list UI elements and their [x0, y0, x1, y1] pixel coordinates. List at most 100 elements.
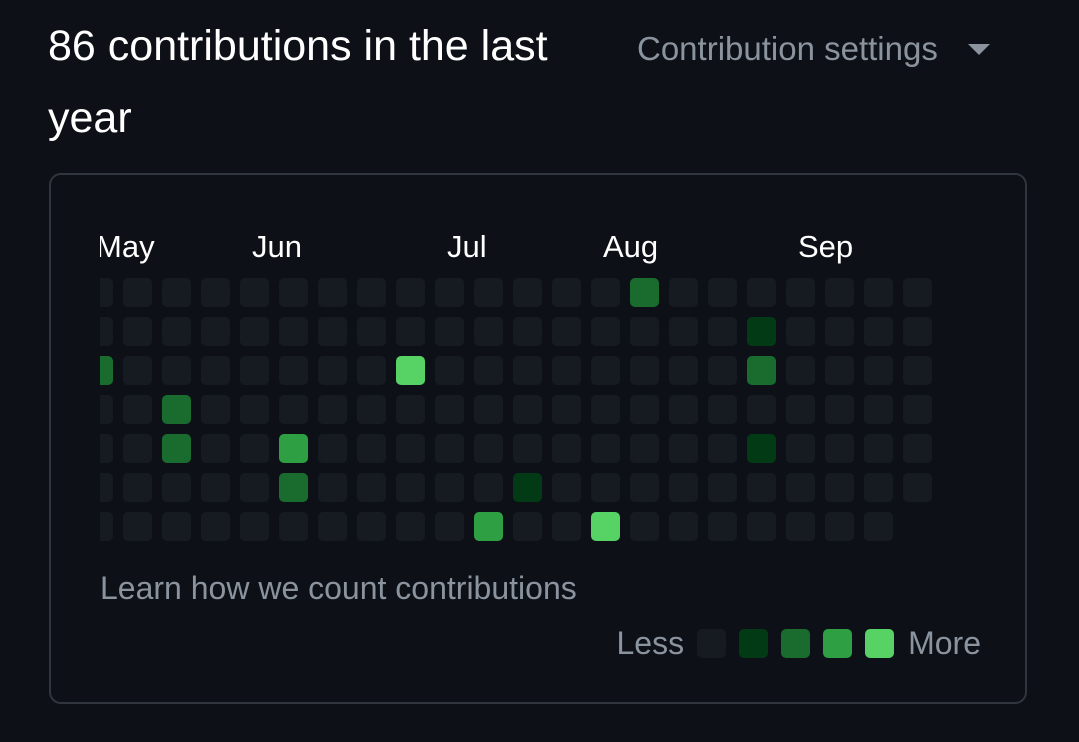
contribution-day-cell[interactable]	[318, 356, 347, 385]
contribution-day-cell[interactable]	[825, 278, 854, 307]
contribution-day-cell[interactable]	[201, 434, 230, 463]
contribution-day-cell[interactable]	[100, 512, 113, 541]
contribution-day-cell[interactable]	[630, 278, 659, 307]
contribution-day-cell[interactable]	[318, 473, 347, 502]
contribution-day-cell[interactable]	[100, 434, 113, 463]
contribution-day-cell[interactable]	[357, 278, 386, 307]
contribution-day-cell[interactable]	[552, 278, 581, 307]
contribution-day-cell[interactable]	[396, 512, 425, 541]
contribution-day-cell[interactable]	[201, 278, 230, 307]
contribution-day-cell[interactable]	[669, 356, 698, 385]
contribution-day-cell[interactable]	[669, 278, 698, 307]
contribution-day-cell[interactable]	[786, 317, 815, 346]
contribution-day-cell[interactable]	[708, 356, 737, 385]
contribution-day-cell[interactable]	[357, 512, 386, 541]
contribution-day-cell[interactable]	[513, 356, 542, 385]
contribution-day-cell[interactable]	[513, 278, 542, 307]
contribution-day-cell[interactable]	[396, 278, 425, 307]
contribution-day-cell[interactable]	[201, 512, 230, 541]
contribution-day-cell[interactable]	[903, 317, 932, 346]
contribution-day-cell[interactable]	[903, 395, 932, 424]
contribution-day-cell[interactable]	[825, 473, 854, 502]
contribution-day-cell[interactable]	[903, 434, 932, 463]
contribution-day-cell[interactable]	[279, 473, 308, 502]
contribution-day-cell[interactable]	[435, 356, 464, 385]
contribution-settings-dropdown[interactable]: Contribution settings	[637, 24, 990, 74]
contribution-day-cell[interactable]	[786, 512, 815, 541]
contribution-day-cell[interactable]	[903, 278, 932, 307]
contribution-day-cell[interactable]	[318, 395, 347, 424]
contribution-day-cell[interactable]	[630, 395, 659, 424]
contribution-day-cell[interactable]	[162, 512, 191, 541]
contribution-day-cell[interactable]	[825, 395, 854, 424]
contribution-day-cell[interactable]	[747, 356, 776, 385]
contribution-day-cell[interactable]	[903, 473, 932, 502]
contribution-day-cell[interactable]	[123, 317, 152, 346]
contribution-day-cell[interactable]	[591, 434, 620, 463]
contribution-day-cell[interactable]	[396, 395, 425, 424]
contribution-day-cell[interactable]	[708, 434, 737, 463]
contribution-day-cell[interactable]	[513, 512, 542, 541]
contribution-day-cell[interactable]	[396, 317, 425, 346]
contribution-day-cell[interactable]	[864, 395, 893, 424]
contribution-day-cell[interactable]	[552, 395, 581, 424]
contribution-day-cell[interactable]	[123, 356, 152, 385]
contribution-day-cell[interactable]	[279, 278, 308, 307]
contribution-day-cell[interactable]	[552, 512, 581, 541]
contribution-day-cell[interactable]	[435, 317, 464, 346]
contribution-day-cell[interactable]	[123, 434, 152, 463]
contribution-day-cell[interactable]	[864, 434, 893, 463]
contribution-day-cell[interactable]	[357, 317, 386, 346]
contribution-day-cell[interactable]	[552, 356, 581, 385]
contribution-day-cell[interactable]	[474, 395, 503, 424]
contribution-day-cell[interactable]	[747, 512, 776, 541]
contribution-day-cell[interactable]	[591, 395, 620, 424]
contribution-day-cell[interactable]	[786, 434, 815, 463]
contribution-day-cell[interactable]	[786, 356, 815, 385]
contribution-day-cell[interactable]	[630, 473, 659, 502]
contribution-day-cell[interactable]	[318, 278, 347, 307]
contribution-day-cell[interactable]	[513, 395, 542, 424]
contribution-day-cell[interactable]	[100, 395, 113, 424]
contribution-day-cell[interactable]	[591, 473, 620, 502]
contribution-day-cell[interactable]	[825, 512, 854, 541]
contribution-day-cell[interactable]	[435, 395, 464, 424]
contribution-day-cell[interactable]	[123, 473, 152, 502]
contribution-day-cell[interactable]	[279, 356, 308, 385]
contribution-day-cell[interactable]	[708, 473, 737, 502]
contribution-day-cell[interactable]	[708, 317, 737, 346]
contribution-day-cell[interactable]	[825, 317, 854, 346]
contribution-day-cell[interactable]	[357, 356, 386, 385]
contribution-day-cell[interactable]	[279, 395, 308, 424]
contribution-day-cell[interactable]	[864, 356, 893, 385]
contribution-day-cell[interactable]	[357, 473, 386, 502]
contribution-day-cell[interactable]	[201, 395, 230, 424]
contribution-day-cell[interactable]	[357, 434, 386, 463]
contribution-day-cell[interactable]	[513, 434, 542, 463]
contribution-day-cell[interactable]	[708, 278, 737, 307]
contribution-day-cell[interactable]	[100, 278, 113, 307]
contribution-day-cell[interactable]	[552, 473, 581, 502]
contribution-day-cell[interactable]	[747, 317, 776, 346]
contribution-day-cell[interactable]	[123, 278, 152, 307]
contribution-day-cell[interactable]	[162, 317, 191, 346]
contribution-day-cell[interactable]	[318, 317, 347, 346]
contribution-day-cell[interactable]	[435, 434, 464, 463]
contribution-day-cell[interactable]	[162, 434, 191, 463]
contribution-day-cell[interactable]	[864, 512, 893, 541]
contribution-day-cell[interactable]	[474, 278, 503, 307]
contribution-day-cell[interactable]	[591, 356, 620, 385]
contribution-day-cell[interactable]	[100, 356, 113, 385]
contribution-day-cell[interactable]	[474, 434, 503, 463]
contribution-day-cell[interactable]	[708, 395, 737, 424]
contribution-day-cell[interactable]	[240, 434, 269, 463]
contribution-day-cell[interactable]	[396, 356, 425, 385]
contribution-day-cell[interactable]	[162, 356, 191, 385]
contribution-day-cell[interactable]	[591, 512, 620, 541]
contribution-day-cell[interactable]	[786, 395, 815, 424]
contribution-day-cell[interactable]	[747, 278, 776, 307]
contribution-day-cell[interactable]	[240, 512, 269, 541]
contribution-day-cell[interactable]	[123, 512, 152, 541]
learn-how-we-count-link[interactable]: Learn how we count contributions	[100, 570, 577, 606]
contribution-day-cell[interactable]	[162, 473, 191, 502]
